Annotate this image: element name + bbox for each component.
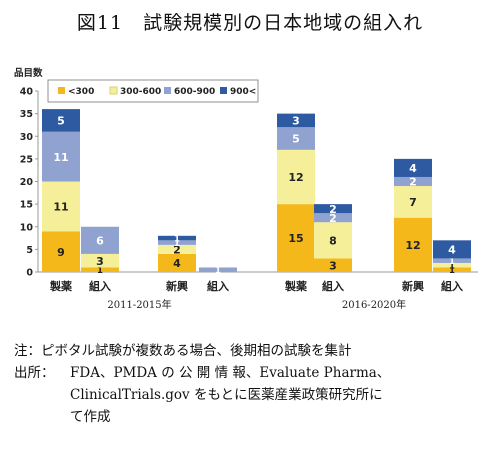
legend-swatch [109,86,118,95]
data-label: 5 [57,115,65,128]
data-label: 1 [174,234,180,244]
bar-segment [42,181,80,232]
x-tick-label: 新興 [402,279,424,293]
bar-segment [277,204,315,272]
data-label: 1 [215,266,221,276]
source-label: 出所： [14,365,55,381]
bar-segment [277,149,315,205]
chart-title: 図11 試験規模別の日本地域の組入れ [76,12,424,34]
data-label: 7 [409,196,417,209]
bar-segment [81,253,119,268]
stacked-bar-chart: 品目数0510152025303540911115製薬136組入4211新興1組… [14,67,478,311]
footnote: 注：ピボタル試験が複数ある場合、後期相の試験を集計 [14,343,352,359]
legend-label: <300 [68,87,94,97]
data-label: 4 [448,244,456,257]
bar-segment [394,186,432,218]
data-label: 3 [96,255,104,268]
data-label: 1 [449,261,455,271]
data-label: 3 [329,259,337,272]
data-label: 1 [97,266,103,276]
bar-segment [433,262,471,268]
group-label: 2011-2015年 [107,298,171,311]
data-label: 11 [53,151,68,164]
legend-swatch [220,87,227,94]
bar-segment [158,240,196,245]
data-label: 2 [329,212,337,225]
y-axis-label: 品目数 [14,67,43,79]
x-tick-label: 製薬 [49,279,73,293]
data-label: 12 [288,171,303,184]
data-label: 5 [292,133,300,146]
legend-swatch [164,87,171,94]
bar-segment [314,222,352,259]
bar-segment [158,244,196,254]
source-block: 出所： FDA、PMDA の 公 開 情 報、Evaluate Pharma、 C… [14,362,390,428]
y-tick-label: 40 [20,87,34,98]
y-tick-label: 5 [26,245,33,256]
x-tick-label: 新興 [166,279,188,293]
x-tick-label: 組入 [207,279,229,293]
source-line: ClinicalTrials.gov をもとに医薬産業政策研究所に [70,387,383,403]
bar-segment [314,204,352,214]
data-label: 8 [329,235,337,248]
bar-segment [158,235,196,241]
bar-segment [314,213,352,223]
data-label: 12 [405,239,420,252]
data-label: 2 [409,176,417,189]
y-tick-label: 20 [20,177,34,188]
bar-segment [433,240,471,259]
bar-segment [394,217,432,272]
bar-segment [42,231,80,272]
y-tick-label: 35 [20,109,33,120]
x-tick-label: 組入 [89,279,111,293]
source-line: 出所： FDA、PMDA の 公 開 情 報、Evaluate Pharma、 [14,362,390,384]
bar-segment [81,226,119,254]
x-tick-label: 組入 [322,279,344,293]
y-tick-label: 15 [20,200,33,211]
bar-segment [314,258,352,272]
group-label: 2016-2020年 [342,298,406,311]
y-tick-label: 30 [20,132,34,143]
data-label: 1 [449,257,455,267]
bar-segment [277,127,315,150]
y-tick-label: 10 [20,222,34,233]
bar-segment [199,267,237,272]
bar-segment [81,267,119,272]
data-label: 2 [173,244,181,257]
bar-segment [277,113,315,128]
data-label: 15 [288,232,303,245]
bar-segment [433,267,471,272]
data-label: 11 [53,201,68,214]
source-text: FDA、PMDA の 公 開 情 報、Evaluate Pharma、 [70,365,391,381]
legend-label: 900< [230,87,256,97]
y-tick-label: 0 [26,268,33,279]
data-label: 1 [449,266,455,276]
data-label: 2 [329,203,337,216]
y-tick-label: 25 [20,154,33,165]
bar-segment [42,131,80,182]
data-label: 9 [57,246,65,259]
bar-segment [394,176,432,187]
bar-segment [394,158,432,177]
data-label: 4 [409,162,417,175]
x-tick-label: 製薬 [284,279,308,293]
data-label: 4 [173,257,181,270]
data-label: 3 [292,115,300,128]
source-line: て作成 [70,409,111,425]
legend-label: 600-900 [174,87,215,97]
legend: <300 300-600 600-900 900< [47,79,259,103]
legend-label: 300-600 [120,87,161,97]
bar-segment [433,258,471,263]
x-tick-label: 組入 [441,279,463,293]
bar-segment [158,253,196,272]
legend-box [47,79,259,103]
bar-segment [42,109,80,132]
data-label: 6 [96,235,104,248]
legend-swatch [58,87,65,94]
data-label: 1 [174,239,180,249]
